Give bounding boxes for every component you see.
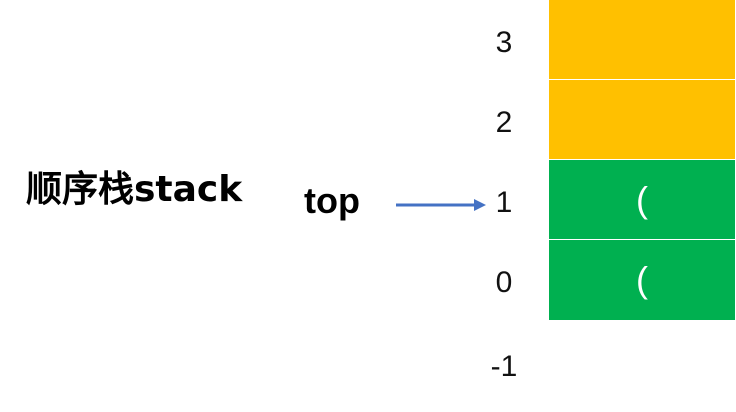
stack-title: 顺序栈stack <box>26 169 243 210</box>
stack-index-bottom: -1 <box>490 350 518 383</box>
stack-cell-1: ( <box>549 160 735 240</box>
stack-index-2: 2 <box>495 106 513 139</box>
stack-cell-2 <box>549 80 735 160</box>
top-pointer-label: top <box>304 180 360 221</box>
stack-container: ( ( <box>549 0 735 320</box>
stack-index-3: 3 <box>495 26 513 59</box>
stack-cell-0: ( <box>549 240 735 320</box>
stack-index-0: 0 <box>495 266 513 299</box>
top-pointer-arrow <box>396 199 486 211</box>
stack-index-1: 1 <box>495 186 513 219</box>
stack-cell-value: ( <box>636 259 648 300</box>
stack-cell-3 <box>549 0 735 80</box>
stack-cell-value: ( <box>636 178 648 220</box>
